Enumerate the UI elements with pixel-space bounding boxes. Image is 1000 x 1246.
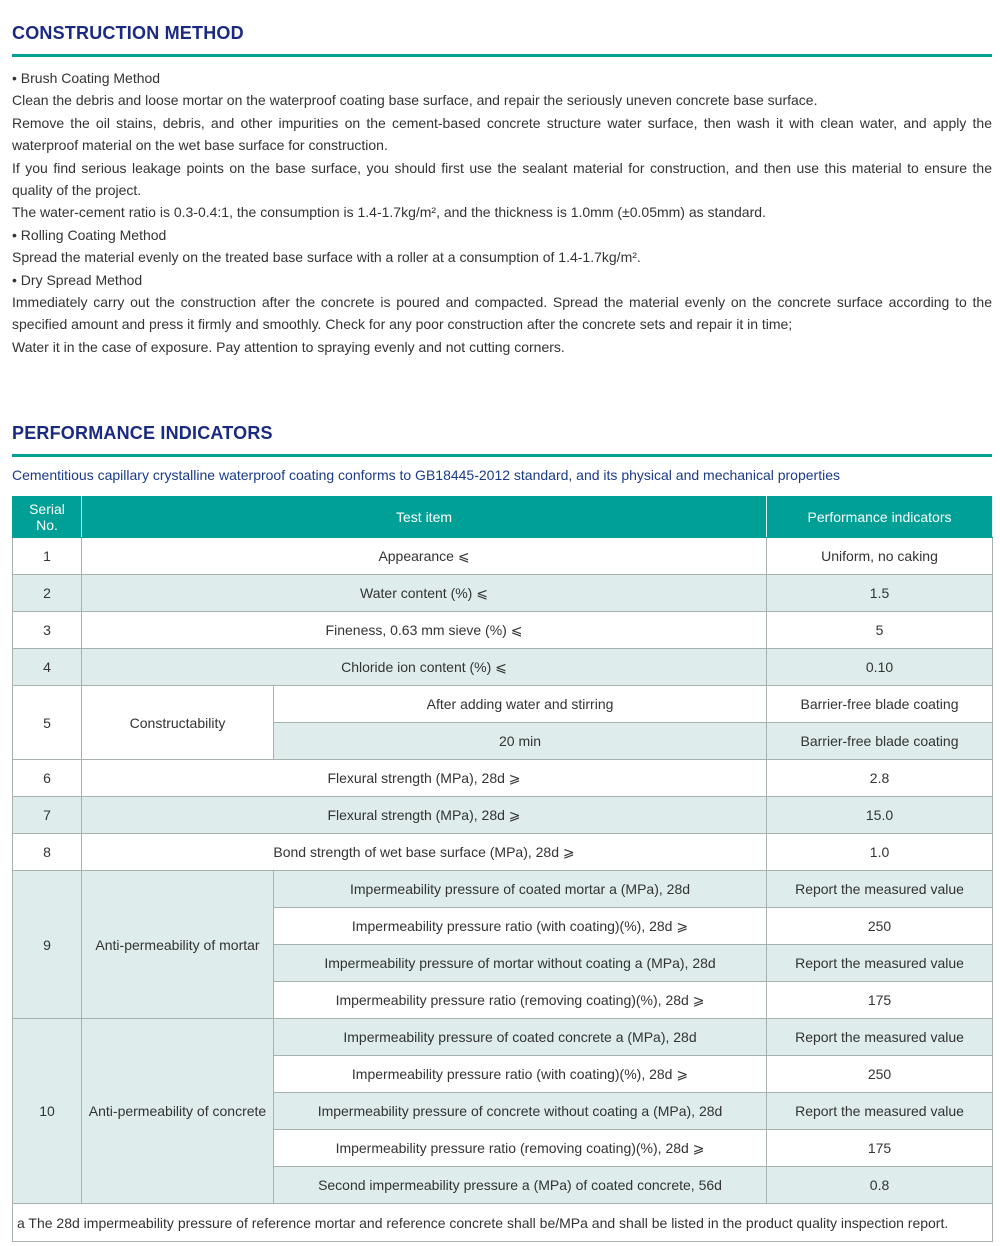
table-row: 3 Fineness, 0.63 mm sieve (%) ⩽ 5 <box>12 611 994 649</box>
construction-method-text: • Brush Coating Method Clean the debris a… <box>12 67 992 358</box>
indicator-cell: Report the measured value <box>766 1018 994 1056</box>
method-heading: • Brush Coating Method <box>12 70 161 86</box>
test-group-cell: Anti-permeability of mortar <box>81 870 274 1019</box>
test-item-cell: Water content (%) ⩽ <box>80 574 768 612</box>
test-item-cell: Impermeability pressure ratio (removing … <box>272 981 768 1019</box>
indicator-cell: 250 <box>766 907 994 945</box>
table-row: 6 Flexural strength (MPa), 28d ⩾ 2.8 <box>12 759 994 797</box>
test-item-cell: 20 min <box>272 722 768 760</box>
test-item-cell: Flexural strength (MPa), 28d ⩾ <box>80 796 768 834</box>
construction-method-title: CONSTRUCTION METHOD <box>12 23 244 43</box>
paragraph: Water it in the case of exposure. Pay at… <box>12 338 565 355</box>
indicator-cell: 250 <box>766 1055 994 1093</box>
indicator-cell: Report the measured value <box>766 870 994 908</box>
indicator-cell: 0.10 <box>766 648 994 686</box>
test-item-cell: Fineness, 0.63 mm sieve (%) ⩽ <box>80 611 768 649</box>
serial-no-cell: 3 <box>12 611 82 649</box>
table-header-row: Serial No. Test item Performance indicat… <box>12 496 994 538</box>
test-group-cell: Anti-permeability of concrete <box>81 1018 274 1204</box>
indicator-cell: 175 <box>766 981 994 1019</box>
serial-no-cell: 6 <box>12 759 82 797</box>
paragraph: If you find serious leakage points on th… <box>12 159 992 199</box>
table-row: 2 Water content (%) ⩽ 1.5 <box>12 574 994 612</box>
performance-table: Serial No. Test item Performance indicat… <box>11 496 994 1242</box>
footnote-cell: a The 28d impermeability pressure of ref… <box>11 1203 994 1242</box>
footnote-row: a The 28d impermeability pressure of ref… <box>11 1203 994 1242</box>
serial-no-cell: 1 <box>12 537 82 575</box>
indicator-cell: Report the measured value <box>766 944 994 982</box>
test-item-cell: After adding water and stirring <box>272 685 768 723</box>
test-item-cell: Impermeability pressure of concrete with… <box>272 1092 768 1130</box>
table-row: 5 Constructability After adding water and … <box>12 685 994 760</box>
test-group-cell: Constructability <box>81 685 274 760</box>
header-test-item: Test item <box>80 496 768 538</box>
paragraph: The water-cement ratio is 0.3-0.4:1, the… <box>12 204 766 221</box>
table-row: 1 Appearance ⩽ Uniform, no caking <box>12 537 994 575</box>
table-row: 8 Bond strength of wet base surface (MPa)… <box>12 833 994 871</box>
serial-no-cell: 10 <box>12 1018 82 1204</box>
test-item-cell: Appearance ⩽ <box>80 537 768 575</box>
title-divider <box>12 54 992 57</box>
paragraph: Clean the debris and loose mortar on the… <box>12 92 818 109</box>
serial-no-cell: 8 <box>12 833 82 871</box>
indicator-cell: Report the measured value <box>766 1092 994 1130</box>
test-item-cell: Chloride ion content (%) ⩽ <box>80 648 768 686</box>
indicator-cell: Barrier-free blade coating <box>766 722 994 760</box>
test-item-cell: Impermeability pressure of coated mortar… <box>272 870 768 908</box>
indicator-cell: 1.0 <box>766 833 994 871</box>
table-row: Impermeability pressure of concrete with… <box>12 1092 994 1130</box>
serial-no-cell: 5 <box>12 685 82 760</box>
performance-intro: Cementitious capillary crystalline water… <box>12 467 840 483</box>
indicator-cell: 2.8 <box>766 759 994 797</box>
header-performance: Performance indicators <box>766 496 994 538</box>
indicator-cell: Uniform, no caking <box>766 537 994 575</box>
indicator-cell: Barrier-free blade coating <box>766 685 994 723</box>
method-heading: • Dry Spread Method <box>12 271 143 288</box>
test-item-cell: Impermeability pressure of mortar withou… <box>272 944 768 982</box>
indicator-cell: 1.5 <box>766 574 994 612</box>
method-heading: • Rolling Coating Method <box>12 226 167 243</box>
header-serial: Serial No. <box>12 496 82 538</box>
table-row: 7 Flexural strength (MPa), 28d ⩾ 15.0 <box>12 796 994 834</box>
indicator-cell: 0.8 <box>766 1166 994 1204</box>
serial-no-cell: 9 <box>12 870 82 1019</box>
title-divider <box>12 454 992 457</box>
indicator-cell: 5 <box>766 611 994 649</box>
indicator-cell: 175 <box>766 1129 994 1167</box>
test-item-cell: Impermeability pressure ratio (with coat… <box>272 907 768 945</box>
paragraph: Remove the oil stains, debris, and other… <box>12 114 992 154</box>
table-row: 20 min Barrier-free blade coating <box>12 722 994 760</box>
serial-no-cell: 2 <box>12 574 82 612</box>
test-item-cell: Impermeability pressure of coated concre… <box>272 1018 768 1056</box>
paragraph: Spread the material evenly on the treate… <box>12 249 641 266</box>
test-item-cell: Bond strength of wet base surface (MPa),… <box>80 833 768 871</box>
table-row: 4 Chloride ion content (%) ⩽ 0.10 <box>12 648 994 686</box>
table-row: 10 Anti-permeability of concrete Impermeab… <box>12 1018 994 1204</box>
performance-indicators-title: PERFORMANCE INDICATORS <box>12 423 273 443</box>
test-item-cell: Impermeability pressure ratio (removing … <box>272 1129 768 1167</box>
serial-no-cell: 4 <box>12 648 82 686</box>
table-row: 9 Anti-permeability of mortar Impermeabili… <box>12 870 994 1019</box>
table-row: Second impermeability pressure a (MPa) o… <box>12 1166 994 1204</box>
paragraph: Immediately carry out the construction a… <box>12 294 992 333</box>
test-item-cell: Flexural strength (MPa), 28d ⩾ <box>80 759 768 797</box>
serial-no-cell: 7 <box>12 796 82 834</box>
test-item-cell: Impermeability pressure ratio (with coat… <box>272 1055 768 1093</box>
test-item-cell: Second impermeability pressure a (MPa) o… <box>272 1166 768 1204</box>
indicator-cell: 15.0 <box>766 796 994 834</box>
